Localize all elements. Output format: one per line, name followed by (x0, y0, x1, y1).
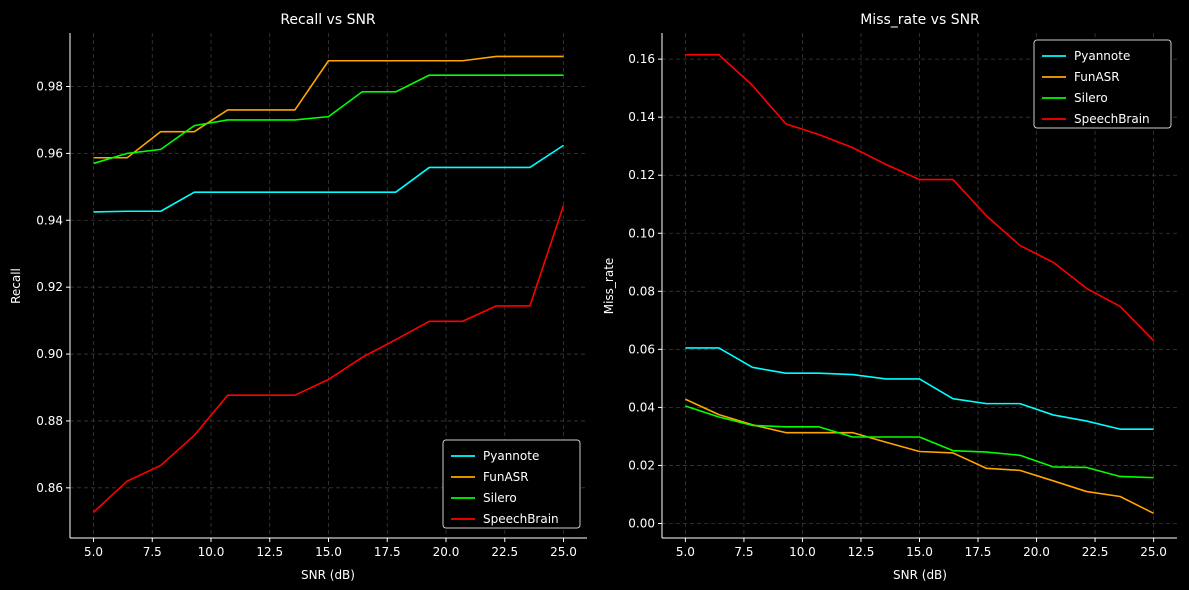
x-tick-label: 10.0 (789, 545, 816, 559)
legend-item: FunASR (1042, 70, 1120, 84)
legend-item: FunASR (451, 470, 529, 484)
legend-box (442, 439, 581, 529)
legend-item: SpeechBrain (1042, 112, 1150, 126)
y-tick-label: 0.06 (628, 342, 655, 356)
x-tick-label: 10.0 (198, 545, 225, 559)
legend-item: SpeechBrain (451, 512, 559, 526)
legend-label: SpeechBrain (1074, 112, 1150, 126)
y-tick-label: 0.98 (36, 80, 63, 94)
legend-item: Silero (1042, 91, 1108, 105)
legend-label: Pyannote (483, 449, 539, 463)
miss-rate-chart: Miss_rate vs SNR 5.0 7.5 10.0 12.5 15.0 17.5 2… (602, 12, 1177, 582)
legend-box (1033, 39, 1172, 129)
series-line-silero (93, 74, 564, 165)
y-tick-label: 0.12 (628, 168, 655, 182)
x-axis-label: SNR (dB) (301, 568, 355, 582)
x-tick-label: 25.0 (1140, 545, 1167, 559)
x-ticks: 5.0 7.5 10.0 12.5 15.0 17.5 20.0 22.5 25.0 (84, 538, 577, 559)
x-tick-label: 7.5 (734, 545, 753, 559)
y-tick-label: 0.04 (628, 400, 655, 414)
series-line-funasr (685, 398, 1154, 515)
legend-label: Pyannote (1074, 49, 1130, 63)
x-tick-label: 12.5 (848, 545, 875, 559)
x-tick-label: 15.0 (315, 545, 342, 559)
y-tick-label: 0.14 (628, 110, 655, 124)
x-tick-label: 22.5 (491, 545, 518, 559)
y-tick-label: 0.92 (36, 280, 63, 294)
series-line-speechbrain (685, 53, 1155, 342)
y-tick-label: 0.90 (36, 347, 63, 361)
y-tick-label: 0.86 (36, 481, 63, 495)
chart-title: Miss_rate vs SNR (860, 12, 980, 28)
chart-title: Recall vs SNR (280, 12, 376, 28)
legend-label: Silero (483, 491, 517, 505)
x-ticks: 5.0 7.5 10.0 12.5 15.0 17.5 20.0 22.5 25.0 (676, 538, 1167, 559)
series-line-funasr (93, 55, 564, 159)
x-tick-label: 20.0 (433, 545, 460, 559)
y-tick-label: 0.16 (628, 52, 655, 66)
series-line-silero (685, 405, 1154, 479)
y-axis-label: Miss_rate (602, 258, 616, 315)
legend-label: Silero (1074, 91, 1108, 105)
y-tick-label: 0.88 (36, 414, 63, 428)
series-line-pyannote (93, 144, 564, 213)
x-tick-label: 22.5 (1082, 545, 1109, 559)
legend-item: Pyannote (1042, 49, 1130, 63)
x-tick-label: 15.0 (906, 545, 933, 559)
legend: Pyannote FunASR Silero SpeechBrain (1033, 39, 1172, 129)
y-tick-label: 0.10 (628, 226, 655, 240)
legend-item: Silero (451, 491, 517, 505)
y-ticks: 0.86 0.88 0.90 0.92 0.94 0.96 0.98 (36, 80, 70, 495)
legend: Pyannote FunASR Silero SpeechBrain (442, 439, 581, 529)
y-tick-label: 0.02 (628, 458, 655, 472)
y-tick-label: 0.94 (36, 213, 63, 227)
legend-label: FunASR (483, 470, 529, 484)
plot-area (92, 55, 565, 513)
series-line-pyannote (685, 347, 1154, 430)
legend-item: Pyannote (451, 449, 539, 463)
x-tick-label: 5.0 (84, 545, 103, 559)
x-tick-label: 17.5 (965, 545, 992, 559)
x-tick-label: 17.5 (374, 545, 401, 559)
x-tick-label: 5.0 (676, 545, 695, 559)
y-tick-label: 0.96 (36, 146, 63, 160)
x-axis-label: SNR (dB) (893, 568, 947, 582)
y-tick-label: 0.08 (628, 284, 655, 298)
legend-label: FunASR (1074, 70, 1120, 84)
plot-area (685, 53, 1155, 515)
y-ticks: 0.00 0.02 0.04 0.06 0.08 0.10 0.12 0.14 0.16 (628, 52, 662, 530)
legend-label: SpeechBrain (483, 512, 559, 526)
x-tick-label: 20.0 (1023, 545, 1050, 559)
y-axis-label: Recall (9, 268, 23, 304)
recall-chart: Recall vs SNR 5.0 7.5 10.0 12.5 15.0 17.5 20.0… (9, 12, 587, 582)
x-tick-label: 25.0 (550, 545, 577, 559)
y-tick-label: 0.00 (628, 516, 655, 530)
x-tick-label: 12.5 (256, 545, 283, 559)
x-tick-label: 7.5 (143, 545, 162, 559)
series-line-speechbrain (92, 205, 565, 513)
